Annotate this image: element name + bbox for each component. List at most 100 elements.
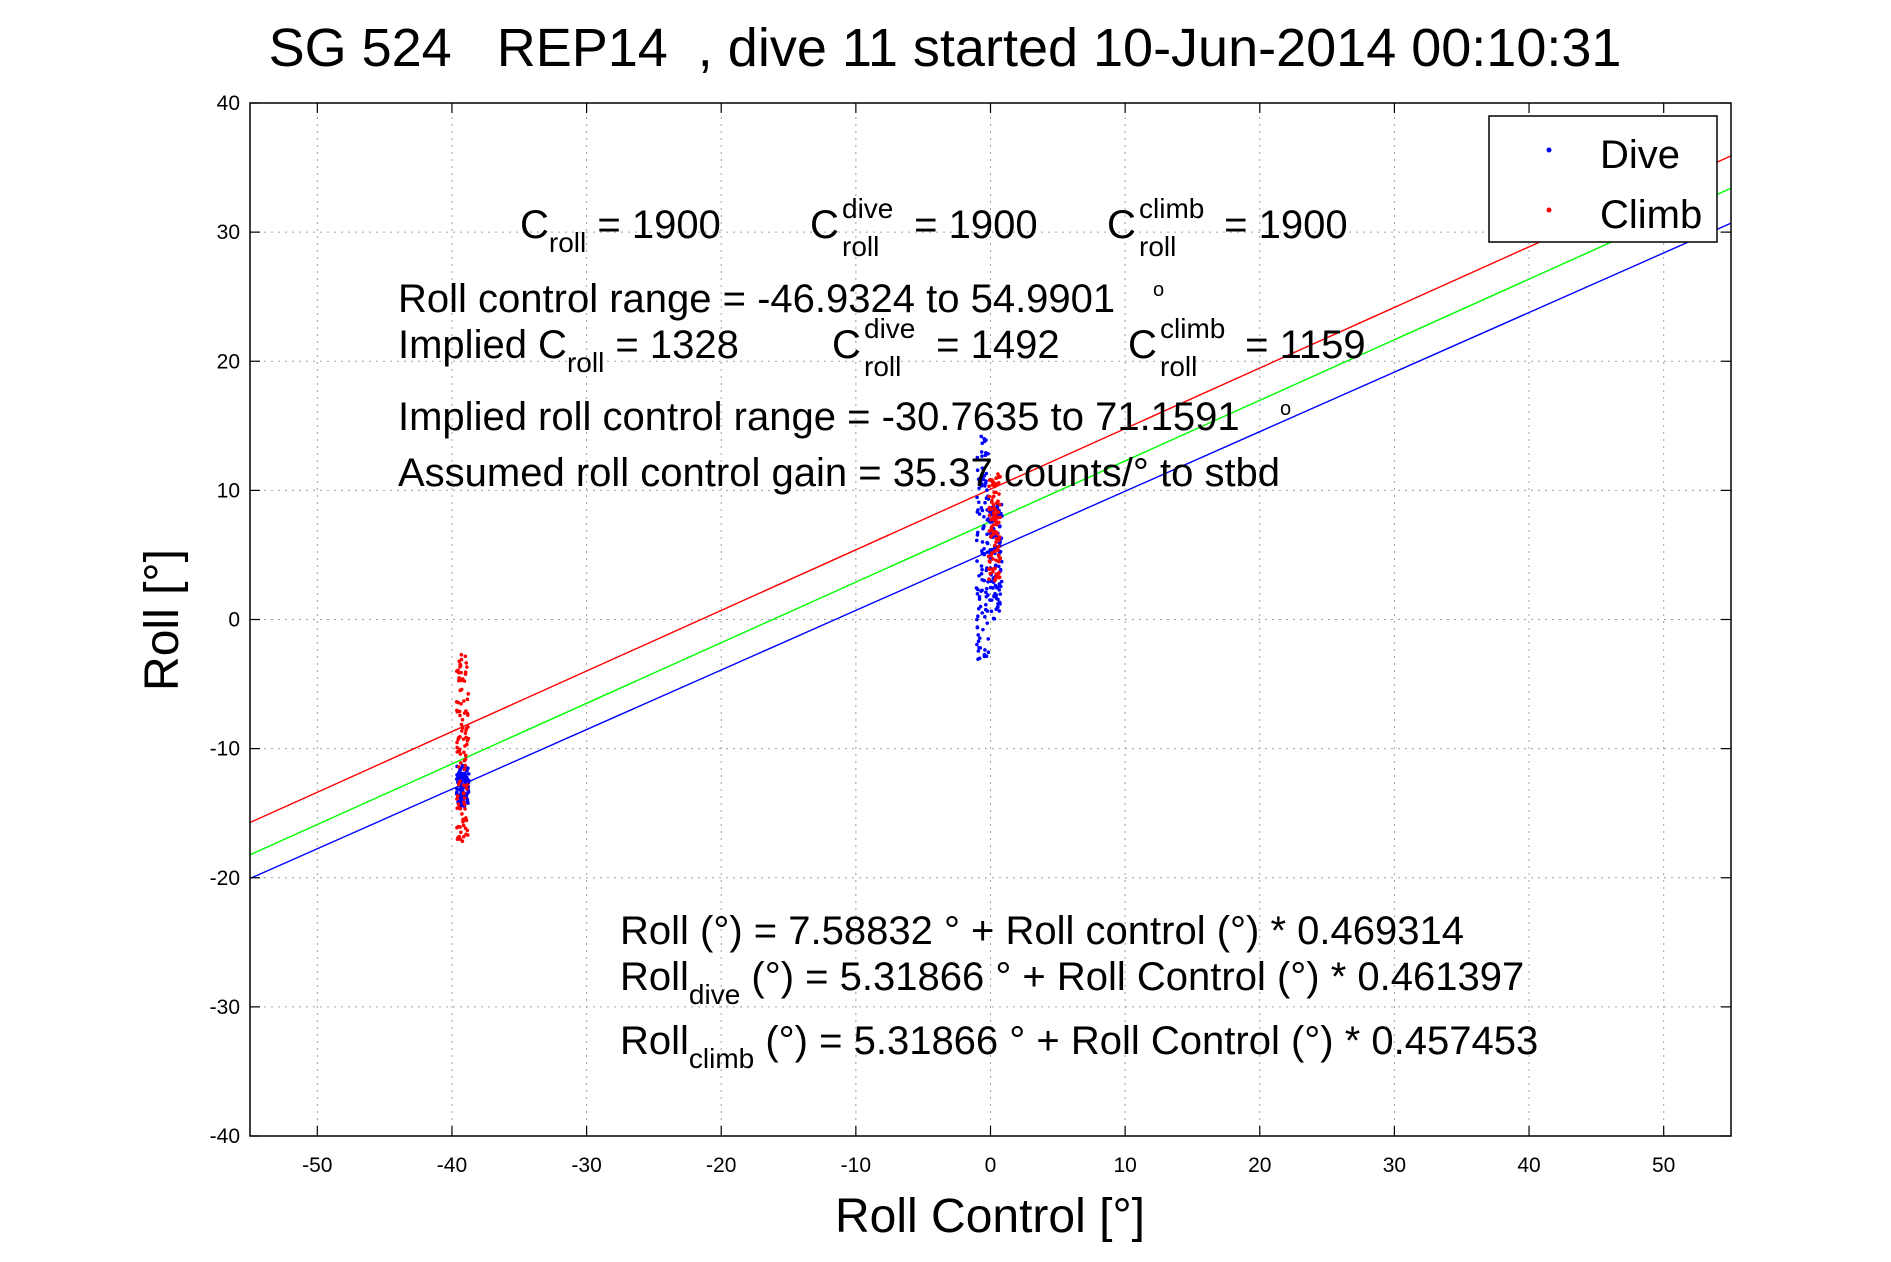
x-tick-label: 40 <box>1517 1154 1540 1177</box>
dive-point <box>462 776 467 780</box>
annotation-implied-c-roll-dive-value: = 1492 <box>925 323 1060 367</box>
climb-point <box>987 513 992 518</box>
dive-point <box>983 648 987 652</box>
dive-point <box>977 486 981 491</box>
dive-point <box>979 505 984 510</box>
x-tick-label: -40 <box>437 1154 467 1177</box>
climb-point <box>466 692 471 696</box>
dive-point <box>985 621 990 625</box>
annotation-implied-c-roll-climb-sub: roll <box>1160 351 1197 382</box>
annotation-c-roll-dive-value: = 1900 <box>903 203 1038 247</box>
annotation-implied-c-roll-climb: C <box>1128 323 1157 367</box>
climb-point <box>987 577 991 581</box>
climb-point <box>454 700 459 704</box>
climb-point <box>994 501 999 505</box>
annotation-implied-range: Implied roll control range = -30.7635 to… <box>398 395 1251 439</box>
climb-point <box>462 796 467 800</box>
dive-point <box>985 541 990 546</box>
climb-point <box>458 713 462 718</box>
dive-point <box>466 772 471 776</box>
fit-line <box>249 155 1732 824</box>
dive-point <box>984 590 988 595</box>
dive-point <box>977 636 982 640</box>
climb-point <box>457 678 461 683</box>
annotation-degree-mark-2: o <box>1280 398 1291 420</box>
climb-point <box>991 503 996 507</box>
climb-point <box>464 816 468 820</box>
y-tick-label: -40 <box>210 1125 240 1148</box>
dive-point <box>998 592 1003 596</box>
x-tick-label: 30 <box>1383 1154 1406 1177</box>
climb-point <box>998 475 1002 479</box>
dive-point <box>975 495 979 500</box>
annotation-implied-c-roll: Implied Croll = 1328 <box>398 323 739 378</box>
climb-point <box>997 535 1002 539</box>
climb-point <box>992 514 996 519</box>
dive-point <box>998 567 1003 572</box>
dive-point <box>991 616 996 621</box>
climb-point <box>458 735 462 739</box>
dive-point <box>996 597 1000 602</box>
chart-title: SG 524 REP14 , dive 11 started 10-Jun-20… <box>269 18 1622 78</box>
climb-point <box>458 779 462 784</box>
climb-point <box>990 500 994 504</box>
climb-point <box>462 711 467 715</box>
legend: Dive Climb <box>1488 115 1718 243</box>
climb-point <box>994 572 999 577</box>
annotation-c-roll-climb-sub: roll <box>1139 231 1176 262</box>
dive-point <box>999 579 1004 584</box>
annotation-c-roll-climb-value: = 1900 <box>1213 203 1348 247</box>
climb-point <box>459 830 463 835</box>
dive-point <box>990 547 994 552</box>
dive-point <box>980 611 984 615</box>
annotations: Croll = 1900 C dive roll = 1900 C climb … <box>398 193 1538 1074</box>
climb-point <box>455 825 459 830</box>
dive-point <box>986 637 991 641</box>
dive-point <box>981 526 986 530</box>
annotation-degree-mark-1: o <box>1153 279 1164 301</box>
dive-point <box>977 646 981 650</box>
climb-point <box>988 560 992 564</box>
climb-point <box>462 750 466 755</box>
dive-point <box>977 656 982 661</box>
climb-point <box>459 678 464 683</box>
climb-point <box>461 817 465 822</box>
dive-point <box>459 803 464 807</box>
dive-point <box>985 488 989 492</box>
climb-point <box>993 507 997 511</box>
dive-point <box>976 614 980 619</box>
climb-point <box>994 540 998 545</box>
climb-point <box>995 532 1000 536</box>
y-tick-label: 30 <box>217 221 240 244</box>
climb-point <box>465 738 470 743</box>
climb-point <box>457 709 462 714</box>
climb-point <box>991 569 995 574</box>
dive-point <box>997 588 1002 592</box>
climb-point <box>994 558 998 563</box>
dive-point <box>455 773 459 777</box>
climb-point <box>998 502 1002 507</box>
dive-point <box>466 766 470 770</box>
climb-point <box>462 767 467 771</box>
dive-point <box>995 586 999 590</box>
dive-point <box>986 517 991 521</box>
dive-point <box>991 586 995 590</box>
climb-point <box>992 484 997 489</box>
climb-point <box>463 654 468 659</box>
climb-point <box>455 797 459 801</box>
climb-point <box>988 534 993 539</box>
annotation-c-roll-dive-sub: roll <box>842 231 879 262</box>
climb-point <box>987 505 992 510</box>
climb-point <box>996 510 1001 515</box>
climb-point <box>989 517 993 522</box>
x-tick-label: -20 <box>706 1154 736 1177</box>
annotation-c-roll-dive-sup: dive <box>842 193 893 224</box>
climb-point <box>997 538 1001 542</box>
dive-point <box>979 572 984 576</box>
y-tick-label: 40 <box>217 92 240 115</box>
climb-point <box>460 812 464 816</box>
dive-point <box>975 592 980 596</box>
climb-point <box>461 823 466 828</box>
climb-point <box>996 472 1000 476</box>
dive-point <box>982 514 986 519</box>
